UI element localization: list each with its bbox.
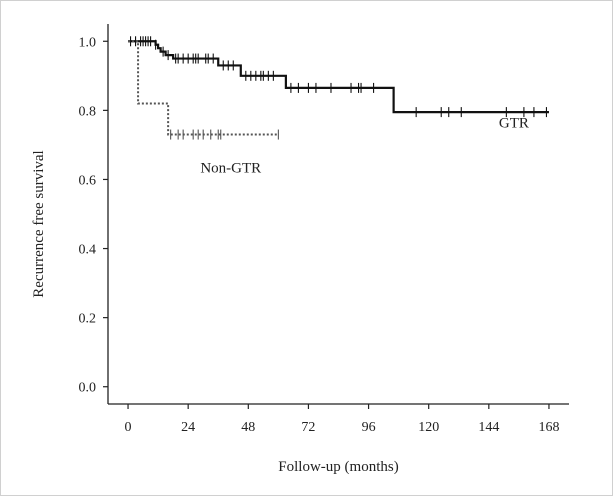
y-tick-label: 0.4 <box>79 243 97 258</box>
series-layer: GTR Non-GTR <box>128 36 549 177</box>
x-tick-label: 72 <box>301 420 315 435</box>
x-tick-label: 144 <box>478 420 499 435</box>
series-label-non-gtr: Non-GTR <box>200 161 261 177</box>
x-tick-label: 96 <box>362 420 376 435</box>
survival-curve-gtr <box>128 40 549 114</box>
x-tick-label: 0 <box>125 420 132 435</box>
x-axis-label: Follow-up (months) <box>278 459 398 475</box>
y-tick-label: 0.0 <box>79 381 97 396</box>
x-tick-label: 120 <box>418 420 439 435</box>
survival-curve-non-gtr <box>128 40 279 136</box>
y-tick-label: 0.8 <box>79 104 97 119</box>
y-tick-label: 0.6 <box>79 173 97 188</box>
series-label-gtr: GTR <box>499 116 529 132</box>
y-axis-label: Recurrence free survival <box>31 150 47 297</box>
x-tick-label: 168 <box>538 420 559 435</box>
y-tick-label: 0.2 <box>79 312 97 327</box>
axes: 0 24 48 72 96 120 144 168 0.0 0.2 0.4 0.6 0.8 1.0 <box>79 24 569 435</box>
y-tick-label: 1.0 <box>79 35 97 50</box>
series-non-gtr: Non-GTR <box>128 40 279 177</box>
x-tick-label: 24 <box>181 420 195 435</box>
series-gtr: GTR <box>128 36 549 132</box>
x-tick-label: 48 <box>241 420 255 435</box>
